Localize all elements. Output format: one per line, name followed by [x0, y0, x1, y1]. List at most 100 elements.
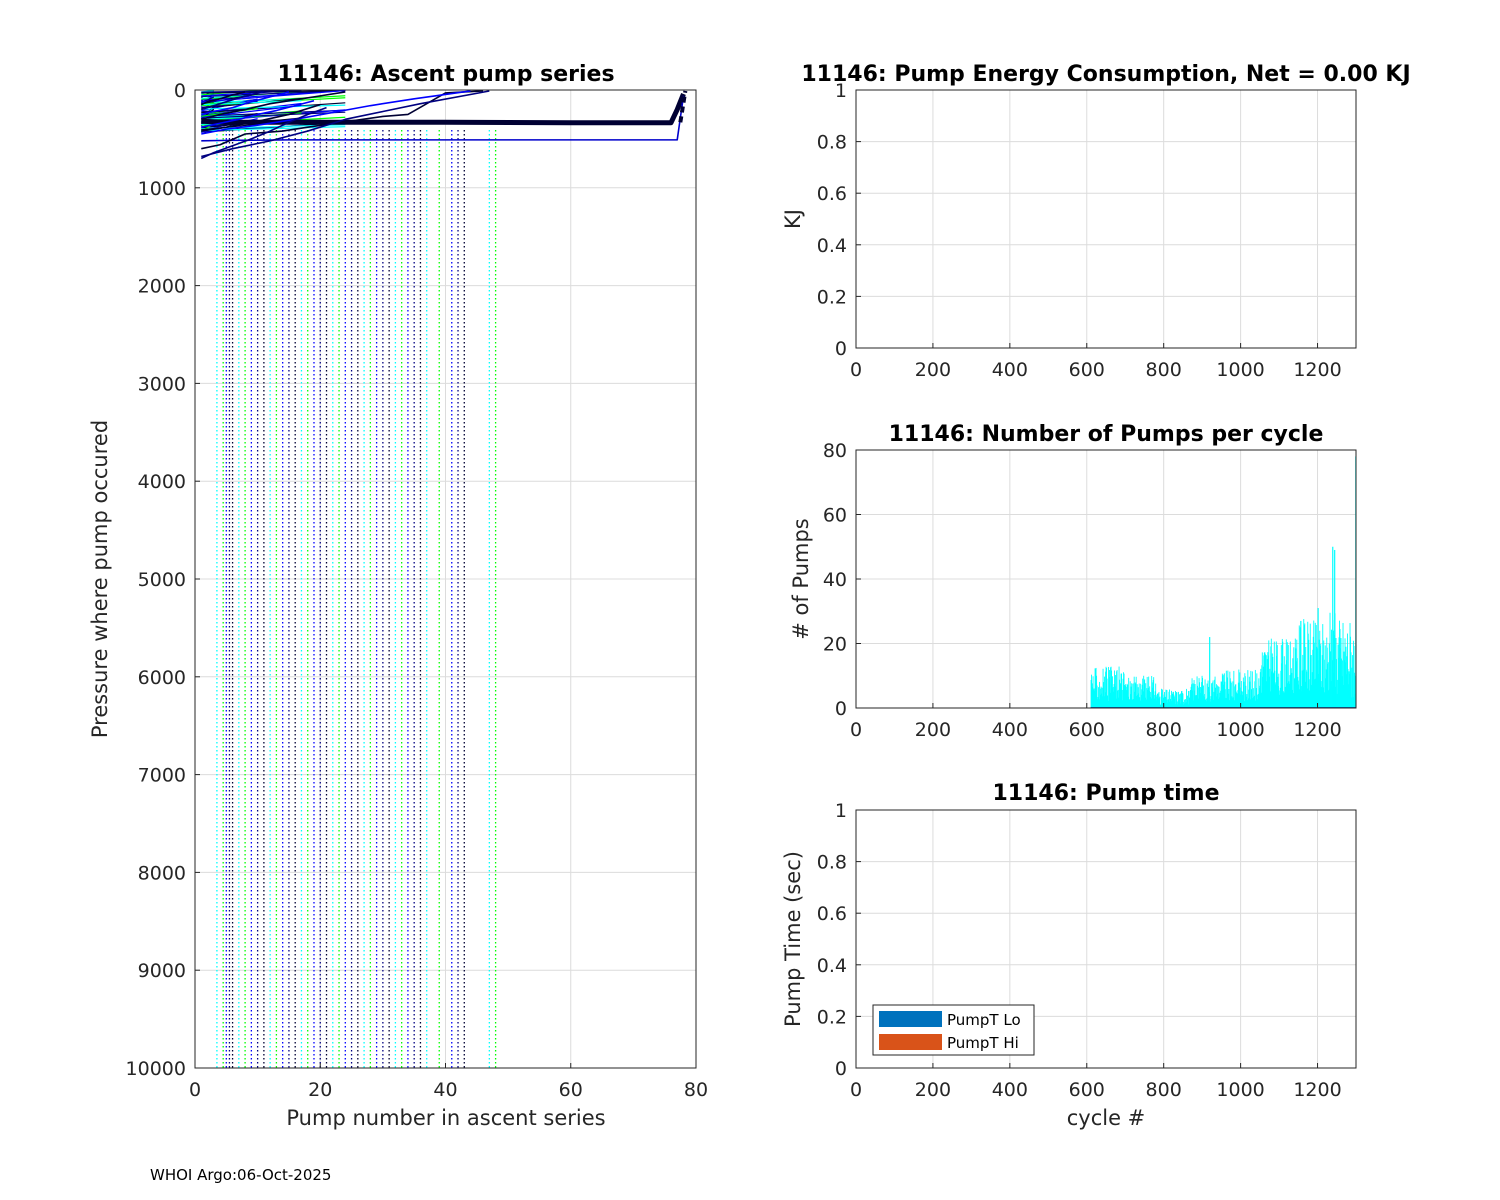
pump-count-bar: [1172, 693, 1173, 708]
energy-axes-box: [855, 89, 1357, 349]
pump-count-bar: [1153, 694, 1155, 708]
ascent-series-line: [201, 92, 686, 126]
y-tick-label: 0.6: [817, 183, 847, 205]
pump-count-bar: [1193, 680, 1195, 708]
pump-count-bar: [1347, 633, 1348, 708]
pump-count-bar: [1271, 653, 1273, 708]
pump-count-bar: [1184, 699, 1185, 708]
pump-count-bar: [1274, 670, 1276, 708]
pump-count-bar: [1203, 694, 1205, 708]
pump-count-bar: [1148, 690, 1150, 708]
pump-count-bar: [1124, 685, 1126, 708]
pump-count-bar: [1144, 679, 1146, 708]
pump-count-bar: [1256, 673, 1258, 708]
y-tick-label: 8000: [138, 862, 186, 884]
pump-count-bar: [1306, 671, 1308, 708]
pump-count-bar: [1345, 646, 1347, 708]
pump-count-bar: [1172, 692, 1174, 708]
pump-count-bar: [1342, 622, 1344, 708]
x-tick-label: 1000: [1216, 359, 1264, 381]
y-tick-label: 2000: [138, 276, 186, 298]
pump-count-bar: [1283, 691, 1285, 708]
pump-count-bar: [1207, 697, 1209, 708]
pump-count-bar: [1238, 669, 1240, 708]
pump-count-bar: [1296, 639, 1298, 708]
pump-count-bar: [1150, 691, 1152, 708]
legend-label-hi: PumpT Hi: [947, 1034, 1019, 1052]
pump-count-bar: [1109, 670, 1111, 708]
pump-count-bar: [1121, 689, 1123, 708]
pump-count-bar: [1247, 670, 1249, 708]
pump-count-bar: [1304, 623, 1306, 708]
pump-count-bar: [1252, 698, 1254, 708]
pump-count-bar: [1305, 647, 1307, 708]
pump-count-bar: [1138, 693, 1140, 708]
x-tick-label: 20: [308, 1079, 332, 1101]
x-tick-label: 400: [992, 719, 1028, 741]
pump-count-bar: [1168, 699, 1169, 708]
pump-count-bar: [1196, 676, 1198, 708]
pump-count-bar: [1234, 684, 1236, 708]
pump-count-bar: [1231, 697, 1233, 708]
pump-count-bar: [1240, 687, 1242, 708]
pump-count-bar: [1339, 620, 1340, 708]
pump-count-bar: [1250, 688, 1252, 708]
pump-count-bar: [1130, 694, 1132, 708]
pump-count-bar: [1178, 700, 1180, 708]
pump-count-bar: [1282, 641, 1284, 708]
pump-count-bar: [1105, 671, 1107, 708]
ascent-series-group: [200, 90, 688, 1068]
pump-count-bar: [1102, 696, 1104, 708]
pump-count-bar: [1244, 673, 1246, 708]
pump-count-bar: [1216, 684, 1218, 708]
pump-count-bar: [1141, 694, 1143, 708]
pump-count-bar: [1201, 675, 1203, 708]
pump-count-bar: [1157, 693, 1159, 708]
pump-count-bar: [1322, 624, 1324, 708]
pump-count-bar: [1237, 690, 1239, 708]
y-tick-label: 60: [823, 505, 847, 527]
pump-count-bar: [1133, 676, 1135, 708]
pump-count-bar: [1151, 675, 1153, 708]
pump-count-bar: [1275, 684, 1277, 708]
pump-count-bar: [1117, 697, 1119, 708]
pump-count-peak-bar: [1334, 549, 1336, 708]
ascent-series-line: [201, 90, 265, 111]
pump-count-bar: [1341, 676, 1343, 708]
pump-count-bar: [1293, 647, 1295, 708]
pump-count-bar: [1166, 690, 1168, 708]
pump-count-bar: [1269, 668, 1271, 708]
pump-count-bar: [1239, 694, 1241, 708]
ascent-series-line: [201, 91, 346, 121]
pump-count-bar: [1104, 692, 1106, 708]
pump-count-bar: [1275, 641, 1277, 708]
y-tick-label: 6000: [138, 667, 186, 689]
pump-count-bar: [1115, 675, 1117, 708]
x-tick-label: 0: [850, 1079, 862, 1101]
pump-count-bar: [1146, 677, 1148, 708]
pump-count-bar: [1227, 670, 1229, 708]
pump-count-bar: [1342, 660, 1343, 708]
pump-count-bar: [1168, 691, 1170, 708]
pump-count-bar: [1127, 696, 1129, 708]
pump-count-bar: [1208, 686, 1210, 708]
pump-count-bar: [1309, 623, 1311, 708]
x-tick-label: 80: [684, 1079, 708, 1101]
pump-count-bar: [1289, 675, 1291, 708]
pump-count-bar: [1147, 689, 1149, 708]
pump-count-bar: [1251, 689, 1253, 708]
pump-count-bar: [1098, 699, 1100, 708]
pump-count-bar: [1215, 687, 1217, 708]
pump-count-bar: [1227, 693, 1229, 708]
pump-count-bar: [1142, 691, 1144, 708]
x-tick-label: 200: [915, 359, 951, 381]
pump-count-bar: [1154, 691, 1156, 708]
pump-count-bar: [1136, 684, 1138, 708]
pump-count-bar: [1298, 680, 1300, 708]
pump-count-bar: [1118, 689, 1120, 708]
pump-count-bar: [1191, 684, 1193, 708]
pump-count-bar: [1201, 682, 1203, 708]
pump-count-peak-bar: [1300, 620, 1302, 708]
pump-count-bar: [1343, 651, 1345, 708]
x-tick-label: 600: [1069, 719, 1105, 741]
